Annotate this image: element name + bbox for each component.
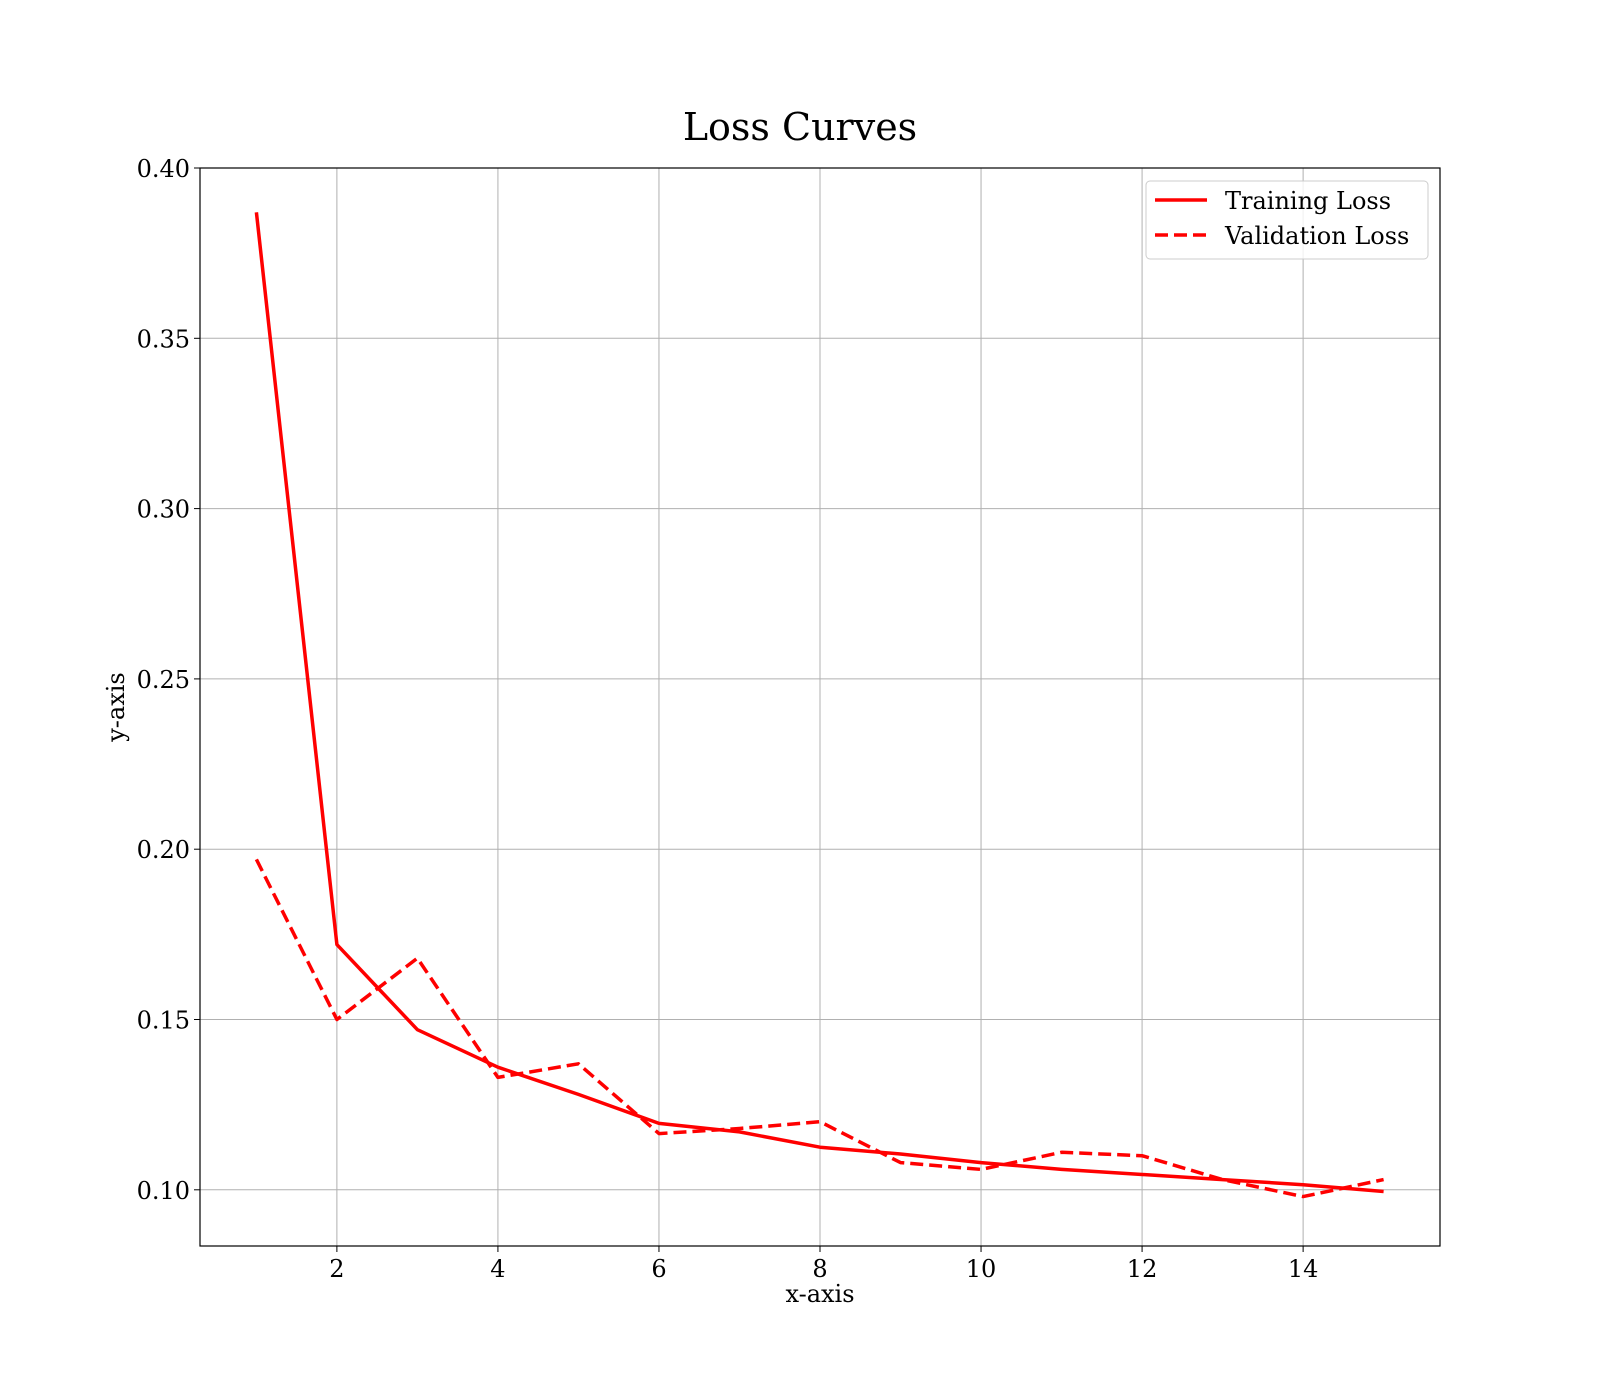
chart-title: Loss Curves (683, 105, 917, 149)
data-point-training-loss (899, 1153, 902, 1156)
data-point-training-loss (1060, 1168, 1063, 1171)
data-point-validation-loss (1060, 1151, 1063, 1154)
y-tick-label: 0.25 (137, 666, 190, 694)
data-point-validation-loss (255, 858, 258, 861)
x-tick-label: 12 (1127, 1255, 1158, 1283)
data-point-training-loss (577, 1093, 580, 1096)
y-tick-label: 0.20 (137, 836, 190, 864)
legend-label-training-loss: Training Loss (1225, 187, 1391, 215)
x-tick-label: 2 (329, 1255, 344, 1283)
y-tick-label: 0.35 (137, 325, 190, 353)
data-point-training-loss (738, 1130, 741, 1133)
data-point-training-loss (416, 1028, 419, 1031)
series-line-validation-loss (254, 858, 1384, 1199)
data-point-validation-loss (577, 1062, 580, 1065)
y-tick-label: 0.30 (137, 496, 190, 524)
data-point-validation-loss (335, 1018, 338, 1021)
data-point-validation-loss (980, 1168, 983, 1171)
series-lines (254, 211, 1385, 1199)
x-tick-label: 6 (651, 1255, 666, 1283)
y-axis-ticks: 0.10 0.15 0.20 0.25 0.30 0.35 0.40 (137, 155, 200, 1205)
data-point-training-loss (1141, 1173, 1144, 1176)
data-point-validation-loss (1302, 1195, 1305, 1198)
data-point-training-loss (255, 211, 258, 214)
legend: Training Loss Validation Loss (1145, 180, 1429, 260)
x-axis-ticks: 2 4 6 8 10 12 14 (329, 1246, 1318, 1283)
legend-box (1145, 180, 1429, 260)
x-tick-label: 4 (490, 1255, 505, 1283)
data-point-validation-loss (1141, 1154, 1144, 1157)
data-point-validation-loss (899, 1161, 902, 1164)
x-axis-label: x-axis (785, 1280, 854, 1308)
data-point-training-loss (657, 1122, 660, 1125)
y-axis-label: y-axis (102, 672, 130, 743)
series-line-training-loss (254, 212, 1384, 1194)
x-tick-label: 14 (1288, 1255, 1319, 1283)
x-tick-label: 8 (812, 1255, 827, 1283)
x-tick-label: 10 (966, 1255, 997, 1283)
data-point-validation-loss (416, 957, 419, 960)
data-point-training-loss (1382, 1190, 1385, 1193)
data-point-validation-loss (496, 1076, 499, 1079)
data-point-validation-loss (738, 1127, 741, 1130)
data-point-validation-loss (657, 1132, 660, 1135)
y-tick-label: 0.10 (137, 1177, 190, 1205)
data-point-training-loss (1302, 1183, 1305, 1186)
data-point-validation-loss (1382, 1178, 1385, 1181)
data-point-validation-loss (819, 1120, 822, 1123)
data-point-training-loss (335, 943, 338, 946)
y-tick-label: 0.40 (137, 155, 190, 183)
y-tick-label: 0.15 (137, 1007, 190, 1035)
legend-label-validation-loss: Validation Loss (1224, 222, 1409, 250)
data-point-training-loss (980, 1161, 983, 1164)
data-point-validation-loss (1221, 1178, 1224, 1181)
data-point-training-loss (496, 1066, 499, 1069)
data-point-training-loss (819, 1146, 822, 1149)
